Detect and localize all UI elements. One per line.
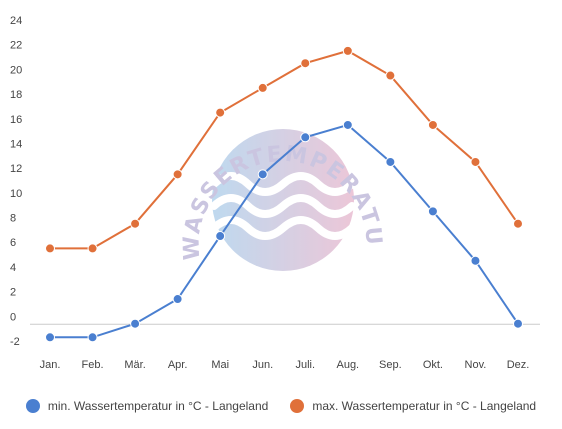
data-point[interactable] xyxy=(257,169,268,180)
legend-marker-icon xyxy=(290,399,305,413)
y-tick-label: 4 xyxy=(10,262,16,274)
y-tick-label: -2 xyxy=(10,336,20,348)
data-point[interactable] xyxy=(300,58,311,69)
x-tick-label: Mär. xyxy=(124,359,145,371)
y-tick-label: 22 xyxy=(10,40,22,52)
data-point[interactable] xyxy=(427,119,438,130)
legend-item-max[interactable]: max. Wassertemperatur in °C - Langeland xyxy=(290,399,536,413)
data-point[interactable] xyxy=(45,243,55,254)
y-tick-label: 18 xyxy=(10,89,22,101)
legend-item-min[interactable]: min. Wassertemperatur in °C - Langeland xyxy=(25,399,269,413)
y-tick-label: 24 xyxy=(10,15,22,27)
legend-label: min. Wassertemperatur in °C - Langeland xyxy=(47,399,269,413)
y-tick-label: 14 xyxy=(10,138,22,150)
data-point[interactable] xyxy=(87,332,98,343)
y-tick-label: 0 xyxy=(10,311,16,323)
y-tick-label: 10 xyxy=(10,188,22,200)
data-point[interactable] xyxy=(172,294,183,305)
x-tick-label: Dez. xyxy=(507,359,530,371)
x-tick-label: Sep. xyxy=(379,359,402,371)
x-tick-label: Nov. xyxy=(465,359,487,371)
data-point[interactable] xyxy=(470,255,481,266)
y-tick-label: 8 xyxy=(10,213,16,225)
series-layer xyxy=(45,45,523,343)
data-point[interactable] xyxy=(172,169,183,180)
data-point[interactable] xyxy=(342,45,353,56)
x-tick-label: Aug. xyxy=(336,359,359,371)
data-point[interactable] xyxy=(215,231,226,242)
data-point[interactable] xyxy=(427,206,438,217)
legend-marker-icon xyxy=(25,399,40,413)
y-tick-label: 20 xyxy=(10,64,22,76)
data-point[interactable] xyxy=(257,82,268,93)
data-point[interactable] xyxy=(45,332,55,343)
x-tick-label: Jun. xyxy=(252,359,273,371)
y-tick-label: 12 xyxy=(10,163,22,175)
data-point[interactable] xyxy=(385,70,396,81)
data-point[interactable] xyxy=(385,156,396,167)
y-tick-label: 16 xyxy=(10,114,22,126)
data-point[interactable] xyxy=(130,218,141,229)
watermark-circle xyxy=(212,129,354,271)
data-point[interactable] xyxy=(513,318,523,329)
x-axis: Jan. Feb. Mär. Apr. Mai Jun. Juli. Aug. Sep. Okt.… xyxy=(40,359,530,371)
x-tick-label: Apr. xyxy=(168,359,188,371)
data-point[interactable] xyxy=(300,132,311,143)
x-tick-label: Juli. xyxy=(295,359,315,371)
legend-label: max. Wassertemperatur in °C - Langeland xyxy=(312,399,537,413)
data-point[interactable] xyxy=(215,107,226,118)
y-tick-label: 6 xyxy=(10,237,16,249)
series-min xyxy=(45,119,523,343)
series-line xyxy=(50,49,519,250)
series-line xyxy=(50,123,519,339)
legend: min. Wassertemperatur in °C - Langeland m… xyxy=(0,394,562,418)
x-tick-label: Mai xyxy=(211,359,229,371)
watermark-waves xyxy=(210,172,356,240)
y-tick-label: 2 xyxy=(10,287,16,299)
data-point[interactable] xyxy=(342,119,353,130)
x-tick-label: Jan. xyxy=(40,359,61,371)
series-max xyxy=(45,45,523,254)
data-point[interactable] xyxy=(130,318,141,329)
data-point[interactable] xyxy=(513,218,523,229)
data-point[interactable] xyxy=(470,156,481,167)
watermark-logo: WASSERTEMPERATUR.ORG xyxy=(0,0,384,271)
x-tick-label: Feb. xyxy=(82,359,104,371)
data-point[interactable] xyxy=(87,243,98,254)
x-tick-label: Okt. xyxy=(423,359,443,371)
